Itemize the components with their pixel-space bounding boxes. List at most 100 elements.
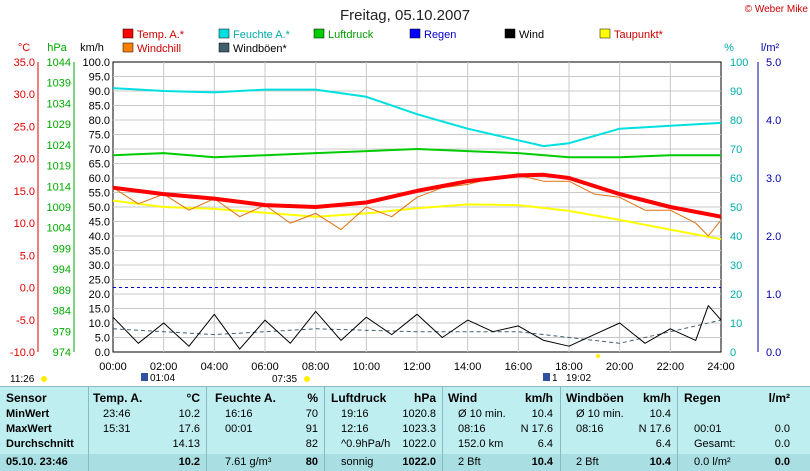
table-column-unit: % [307,391,318,405]
percent-tick-label: 70 [730,144,742,156]
time-tick-label: 20:00 [606,361,634,373]
hpa-tick-label: 984 [53,306,71,318]
kmh-tick-label: 45.0 [89,217,110,229]
pressure-series-line [112,148,721,159]
rain-tick-label: 0.0 [766,347,781,359]
kmh-tick-label: 60.0 [89,173,110,185]
table-cell-note: Ø 10 min. [458,408,506,420]
table-cell-value: 1023.3 [402,423,436,435]
table-column-header: Wind [448,391,478,405]
kmh-tick-label: 25.0 [89,275,110,287]
kmh-tick-label: 80.0 [89,115,110,127]
rain-tick-label: 4.0 [766,115,781,127]
windboeen-series-line [112,319,722,344]
daylength-label: 11:26 [10,374,35,385]
percent-tick-label: 50 [730,202,742,214]
hpa-tick-label: 994 [53,264,71,276]
rain-tick-label: 1.0 [766,289,781,301]
table-cell-note: 2 Bft [576,456,599,468]
celsius-tick-label: 35.0 [14,57,35,69]
table-cell-value: 1022.0 [402,438,436,450]
hpa-tick-label: 1004 [47,223,71,235]
table-cell-value: 10.2 [178,408,200,420]
hpa-tick-label: 1009 [47,202,71,214]
kmh-axis-unit: km/h [80,42,104,54]
table-column-header: Sensor [6,391,47,405]
table-cell-value: 80 [305,456,318,468]
time-tick-label: 12:00 [403,361,431,373]
celsius-tick-label: 20.0 [14,154,35,166]
kmh-tick-label: 85.0 [89,101,110,113]
table-cell-value: 6.4 [655,438,671,450]
hpa-tick-label: 999 [53,243,71,255]
celsius-tick-label: 10.0 [14,218,35,230]
table-column-unit: km/h [524,391,553,405]
table-cell-value: 10.4 [649,456,671,468]
table-cell-value: N 17.6 [638,423,671,435]
rain-axis-unit: l/m² [761,42,780,54]
moon-set-label: 1 [552,373,558,384]
table-cell-note: 152.0 km [458,438,504,450]
kmh-tick-label: 35.0 [89,246,110,258]
table-column-divider [560,386,561,471]
kmh-tick-label: 15.0 [89,304,110,316]
dewpoint-series-line [112,199,722,241]
table-cell-note: 08:16 [576,423,604,435]
table-cell-value: 0.0 [774,423,790,435]
percent-tick-label: 20 [730,289,742,301]
table-cell-note: 2 Bft [458,456,481,468]
legend-swatch [122,42,134,53]
legend-swatch [218,42,230,53]
table-column-unit: km/h [642,391,671,405]
legend-swatch [122,28,134,39]
table-column-unit: l/m² [768,391,790,405]
table-cell-note: 23:46 [103,408,131,420]
kmh-tick-label: 95.0 [89,72,110,84]
table-cell-note: sonnig [341,456,374,468]
percent-tick-label: 40 [730,231,742,243]
table-cell-value: 0.0 [774,456,790,468]
percent-tick-label: 10 [730,318,742,330]
hpa-tick-label: 1039 [47,78,71,90]
hpa-tick-label: 1029 [47,119,71,131]
hpa-tick-label: 1044 [47,57,71,69]
hpa-tick-label: 974 [53,347,71,359]
table-cell-note: 08:16 [458,423,486,435]
time-tick-label: 14:00 [454,361,482,373]
table-cell-value: 6.4 [537,438,553,450]
kmh-tick-label: 5.0 [95,333,110,345]
table-cell-value: 82 [305,438,318,450]
legend-swatch [599,28,611,39]
table-column-divider [677,386,678,471]
time-tick-label: 08:00 [302,361,330,373]
moon-icon [141,373,148,381]
celsius-tick-label: 25.0 [14,121,35,133]
statistics-table: Sensor Temp. A. °C Feuchte A.% Luftdruck hPa W… [0,386,810,471]
table-cell-value: 1022.0 [402,456,436,468]
time-tick-label: 06:00 [251,361,279,373]
celsius-tick-label: -5.0 [16,315,35,327]
rain-tick-label: 2.0 [766,231,781,243]
kmh-tick-label: 0.0 [95,347,110,359]
table-column-header: Windböen [566,391,624,405]
table-cell-value: 10.2 [178,456,200,468]
table-cell-value: 10.4 [531,408,553,420]
kmh-tick-label: 20.0 [89,289,110,301]
table-cell-value: 0.0 [774,438,790,450]
hpa-tick-label: 1014 [47,181,71,193]
kmh-tick-label: 70.0 [89,144,110,156]
legend-label: Windböen* [233,43,288,55]
time-tick-label: 10:00 [353,361,381,373]
table-column-divider [206,386,207,471]
time-tick-label: 16:00 [505,361,533,373]
table-cell-note: 00:01 [225,423,253,435]
temperature-series-line [112,172,722,219]
time-tick-label: 18:00 [555,361,583,373]
table-cell-note: 7.61 g/m³ [225,456,272,468]
legend-label: Wind [519,29,544,41]
table-cell-value: 91 [305,423,318,435]
table-cell-value: 10.4 [531,456,553,468]
percent-tick-label: 90 [730,86,742,98]
rain-tick-label: 5.0 [766,57,781,69]
legend-swatch [504,28,516,39]
